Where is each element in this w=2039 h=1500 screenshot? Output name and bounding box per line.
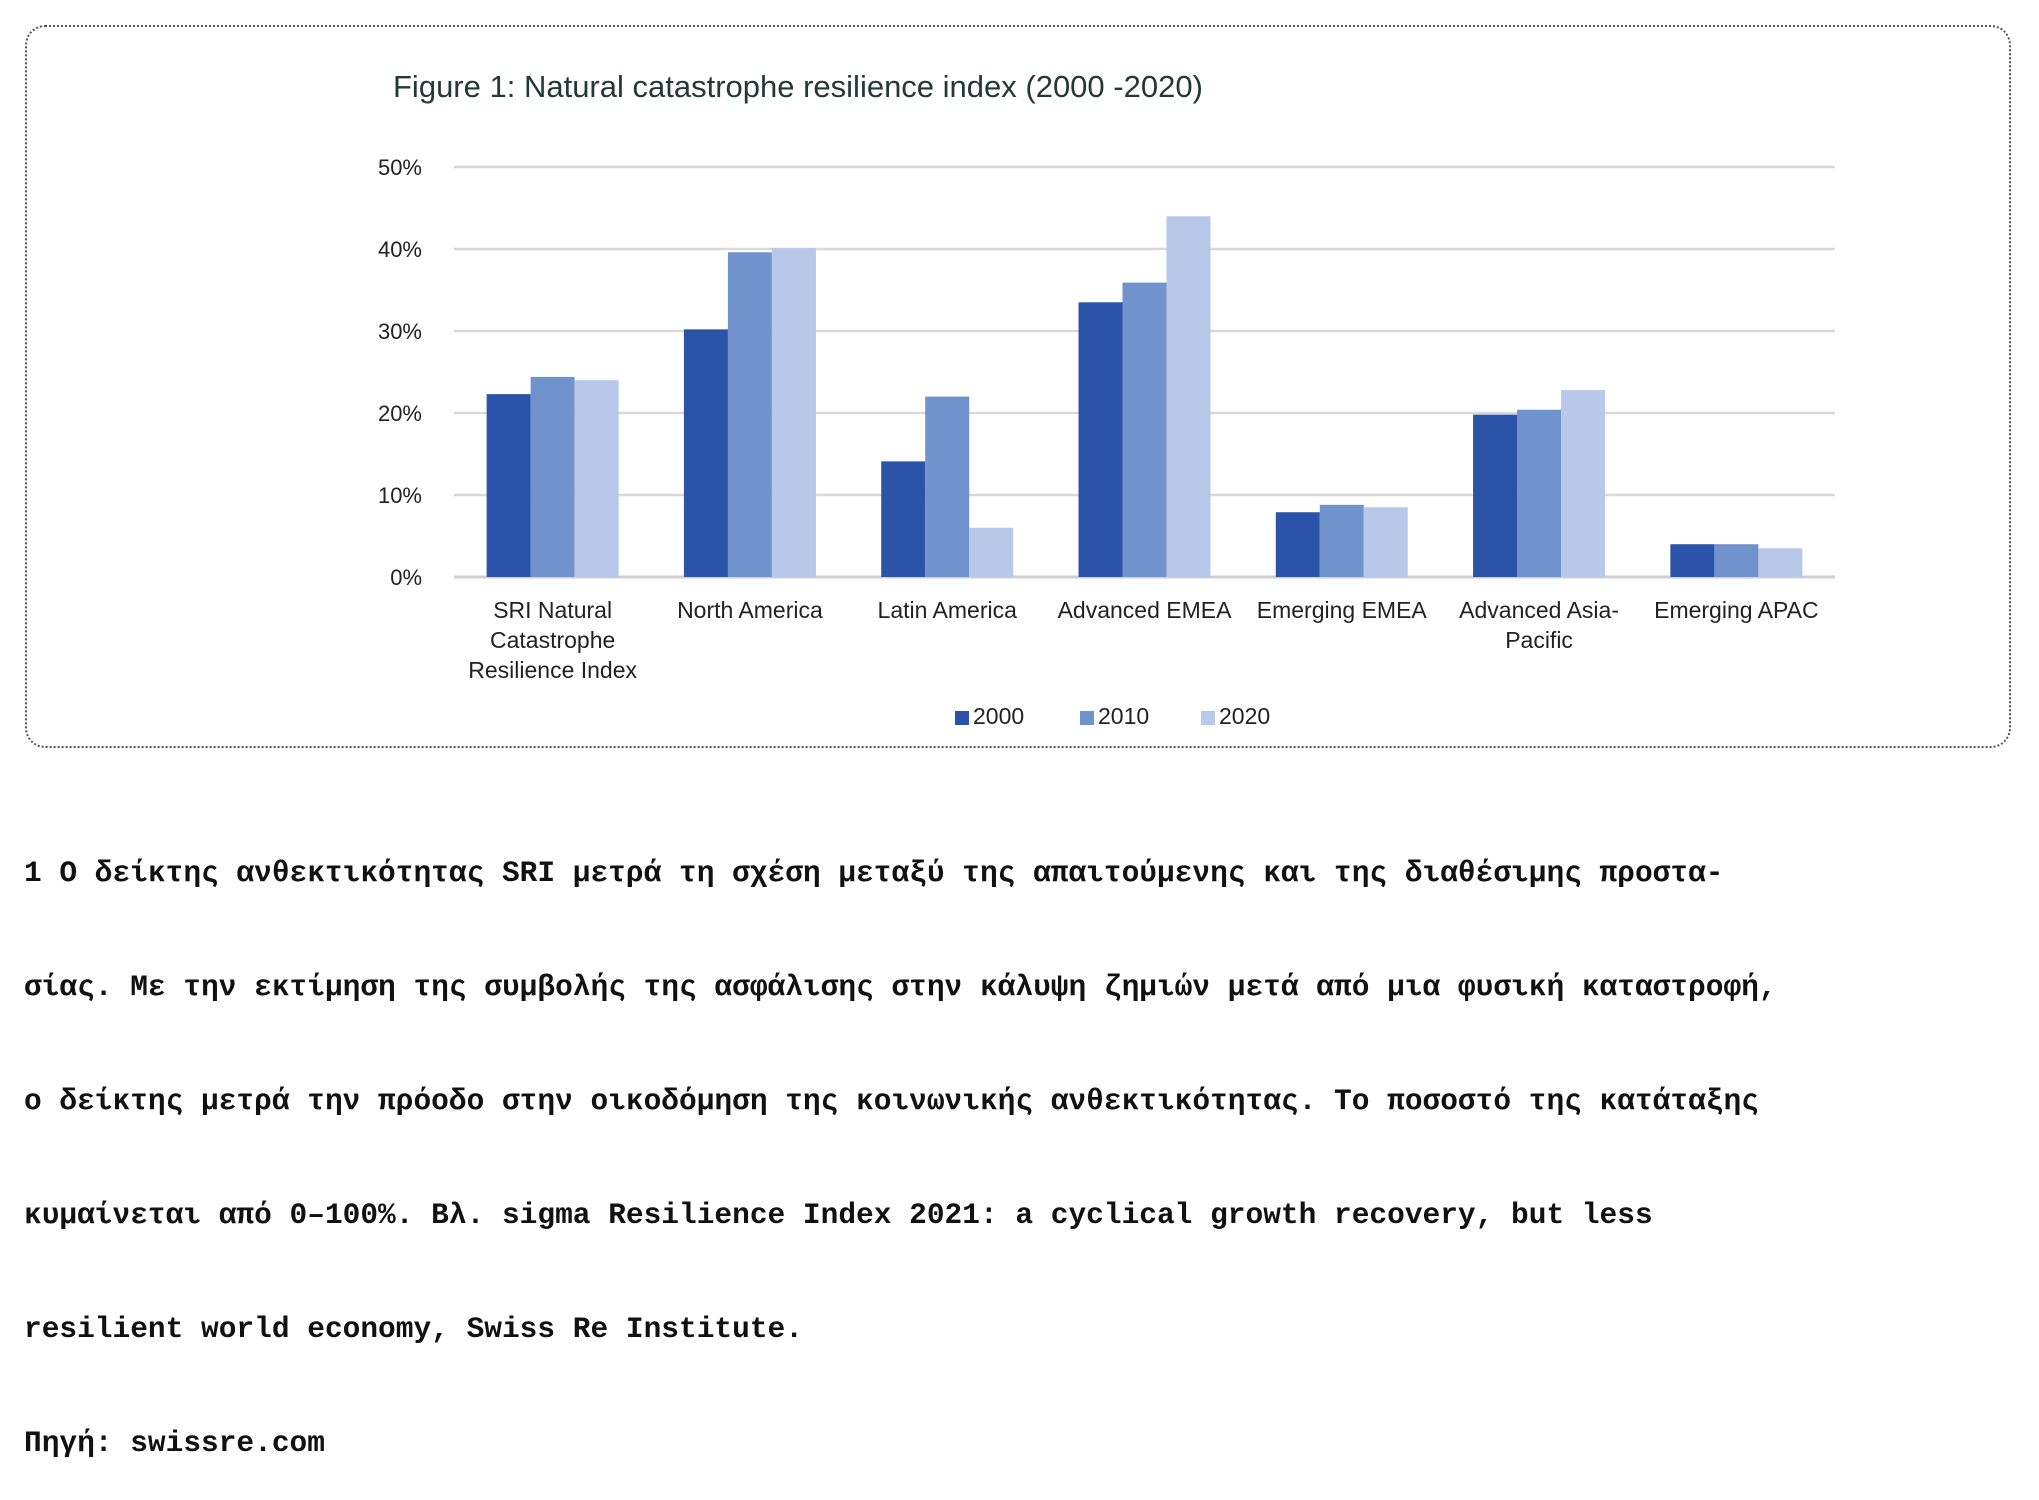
legend-swatch-2010 [1080,711,1094,725]
bar-2020 [574,380,619,577]
bar-2020 [1758,548,1803,577]
bar-2010 [1319,504,1364,577]
x-category-label: North America [677,597,823,623]
x-category-label: Latin America [878,597,1018,623]
legend-label-2000: 2000 [973,703,1024,729]
y-axis-ticks: 0% 10% 20% 30% 40% 50% [378,155,422,590]
bar-2000 [1670,544,1715,577]
bar-2010 [1517,409,1562,577]
y-tick-label: 40% [378,237,422,262]
x-category-label: Advanced EMEA [1058,597,1233,623]
x-category-label: SRI Natural Catastrophe Resilience Index [468,597,637,683]
bar-chart: Figure 1: Natural catastrophe resilience… [378,69,1835,729]
bar-2000 [1275,512,1320,577]
bar-2000 [683,329,728,577]
source-line: Πηγή: swissre.com [24,1426,325,1460]
footnote-line: 1 Ο δείκτης ανθεκτικότητας SRI μετρά τη … [24,856,1724,890]
footnote-line: κυμαίνεται από 0–100%. Βλ. sigma Resilie… [24,1198,1653,1232]
bar-2010 [1714,544,1759,577]
legend-label-2010: 2010 [1098,703,1149,729]
x-category-label: Emerging EMEA [1257,597,1428,623]
x-category-label: Advanced Asia-Pacific [1459,597,1619,653]
bar-2020 [969,527,1014,577]
legend-label-2020: 2020 [1219,703,1270,729]
bar-2010 [925,396,970,577]
footnote-line: σίας. Με την εκτίμηση της συμβολής της α… [24,970,1777,1004]
bar-2020 [1166,216,1211,577]
footnote-line: resilient world economy, Swiss Re Instit… [24,1312,803,1346]
footnote: 1 Ο δείκτης ανθεκτικότητας SRI μετρά τη … [24,778,2034,1500]
bar-2020 [771,248,816,577]
legend-swatch-2000 [955,711,969,725]
y-tick-label: 30% [378,319,422,344]
bar-2010 [530,376,575,577]
footnote-line: ο δείκτης μετρά την πρόοδο στην οικοδόμη… [24,1084,1759,1118]
bar-2010 [727,252,772,577]
bar-2000 [881,461,926,577]
chart-frame: Figure 1: Natural catastrophe resilience… [25,25,2011,748]
y-tick-label: 50% [378,155,422,180]
bar-2020 [1561,390,1606,577]
bar-2010 [1122,282,1167,577]
y-tick-label: 0% [390,565,422,590]
y-tick-label: 10% [378,483,422,508]
bars [486,216,1803,577]
x-category-label: Emerging APAC [1654,597,1818,623]
legend-swatch-2020 [1201,711,1215,725]
bar-2000 [1078,302,1123,577]
x-axis-categories: SRI Natural Catastrophe Resilience Index No… [468,597,1818,683]
bar-2020 [1363,507,1408,577]
bar-2000 [486,394,531,577]
y-tick-label: 20% [378,401,422,426]
legend: 2000 2010 2020 [955,703,1270,729]
chart-title: Figure 1: Natural catastrophe resilience… [393,69,1203,104]
bar-2000 [1473,414,1518,577]
